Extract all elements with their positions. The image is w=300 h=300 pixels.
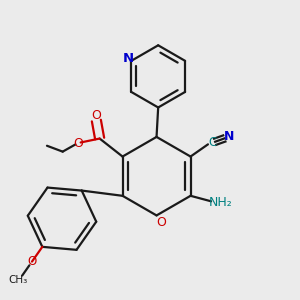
- Text: N: N: [123, 52, 134, 65]
- Text: O: O: [156, 216, 166, 229]
- Text: NH₂: NH₂: [208, 196, 232, 209]
- Text: C: C: [208, 136, 217, 149]
- Text: N: N: [224, 130, 234, 143]
- Text: O: O: [73, 136, 83, 150]
- Text: O: O: [92, 109, 101, 122]
- Text: CH₃: CH₃: [8, 275, 27, 285]
- Text: O: O: [27, 255, 37, 268]
